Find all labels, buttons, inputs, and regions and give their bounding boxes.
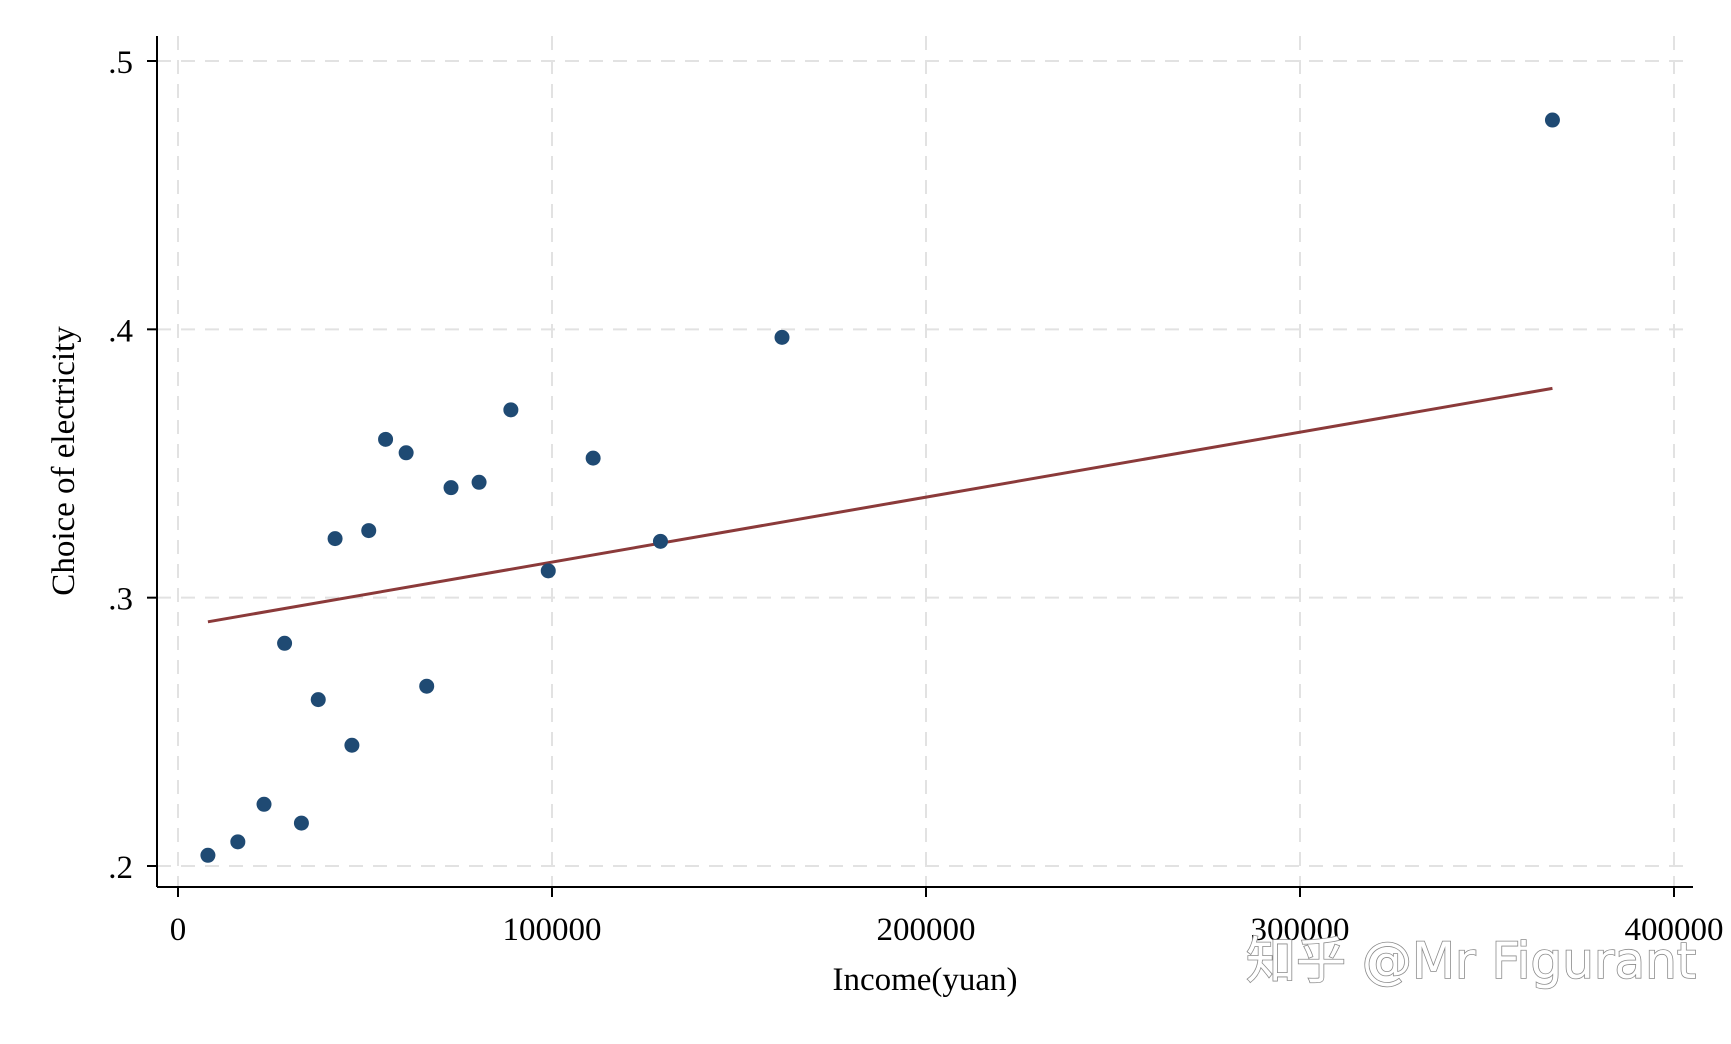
scatter-point [361,523,377,539]
x-tick-label: 400000 [1625,912,1724,948]
y-axis-title: Choice of electricity [46,326,82,596]
y-tick-label: .4 [108,313,133,349]
scatter-point [230,834,246,850]
scatter-point [503,402,519,418]
scatter-point [293,815,309,831]
scatter-point [419,678,435,694]
scatter-point [585,450,601,466]
x-tick-label: 200000 [877,912,976,948]
fitted-line [207,386,1553,624]
scatter-point [378,431,394,447]
scatter-point [443,480,459,496]
scatter-point [652,533,668,549]
grid [157,36,1693,887]
scatter-point [774,329,790,345]
scatter-point [540,563,556,579]
y-tick-label: .2 [108,850,133,886]
scatter-point [200,847,216,863]
scatter-point [327,531,343,547]
scatter-point [310,692,326,708]
ticks: 0 100000 200000 300000 400000 .2 .3 .4 .5 [108,45,1723,948]
watermark: 知乎 @Mr Figurant [1246,932,1696,990]
x-axis-title: Income(yuan) [832,962,1017,998]
scatter-point [256,796,272,812]
scatter-points [200,112,1560,863]
scatter-point [1544,112,1560,128]
y-tick-label: .5 [108,45,133,81]
scatter-point [398,445,414,461]
x-tick-label: 100000 [503,912,602,948]
x-tick-label: 300000 [1251,912,1350,948]
y-tick-label: .3 [108,582,133,618]
x-tick-label: 0 [170,912,187,948]
fit-line-layer [207,386,1553,624]
scatter-point [344,737,360,753]
scatter-point [471,474,487,490]
scatter-point [277,635,293,651]
